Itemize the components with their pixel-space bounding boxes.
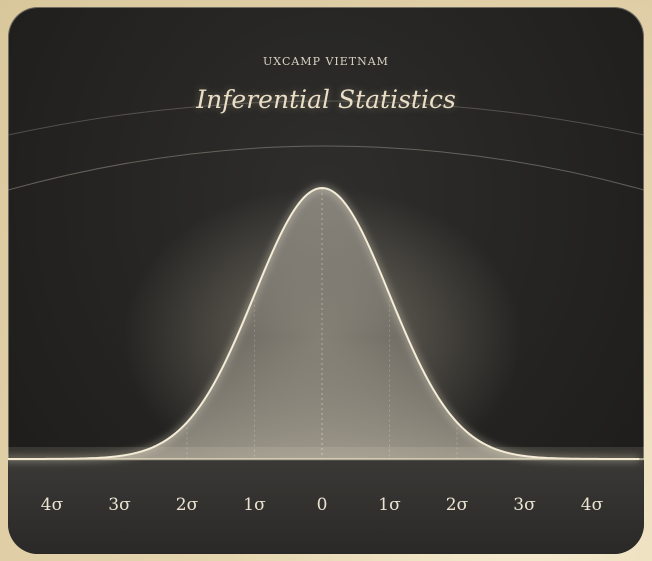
x-tick-label: 3σ [108,495,131,515]
chart-title: Inferential Statistics [196,85,456,114]
x-tick-label: 4σ [581,495,604,515]
curve-line [8,186,640,460]
curve-area [8,188,640,459]
bell-curve-chart: 4σ 3σ 2σ 1σ 0 1σ 2σ 3σ 4σ [8,100,644,554]
x-tick-label: 2σ [446,495,469,515]
axis-band [8,459,644,554]
x-tick-label: 1σ [243,495,266,515]
x-tick-label: 3σ [513,495,536,515]
x-tick-label: 1σ [378,495,401,515]
x-tick-label: 4σ [41,495,64,515]
background-arc-inner [8,145,644,191]
brand-label: UXCAMP VIETNAM [263,55,389,68]
x-tick-label: 2σ [176,495,199,515]
x-tick-label: 0 [317,495,328,515]
background-arc-outer [8,100,644,136]
chart-card: 4σ 3σ 2σ 1σ 0 1σ 2σ 3σ 4σ UXCAMP VIETNAM Inferen… [8,7,644,554]
